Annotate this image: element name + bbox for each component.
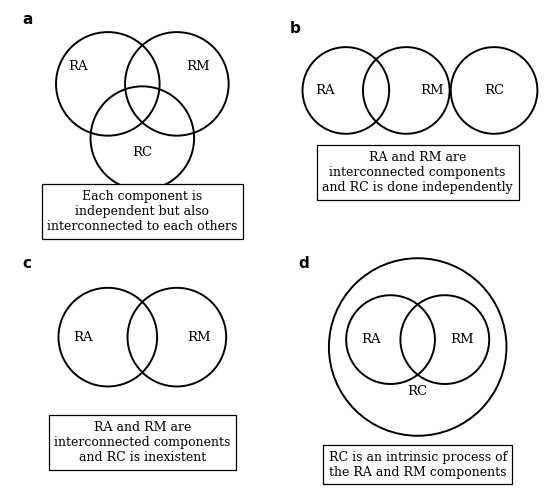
- Text: RA and RM are
interconnected components
and RC is done independently: RA and RM are interconnected components …: [323, 151, 513, 194]
- Text: RC: RC: [484, 84, 504, 97]
- Text: RA and RM are
interconnected components
and RC is inexistent: RA and RM are interconnected components …: [54, 421, 231, 464]
- Text: RA: RA: [361, 333, 381, 346]
- Text: RM: RM: [421, 84, 444, 97]
- Text: RA: RA: [73, 331, 93, 344]
- Text: RM: RM: [187, 331, 211, 344]
- Text: c: c: [23, 256, 32, 271]
- Text: RM: RM: [450, 333, 474, 346]
- Text: RC: RC: [408, 385, 428, 398]
- Text: RC is an intrinsic process of
the RA and RM components: RC is an intrinsic process of the RA and…: [329, 450, 507, 479]
- Text: RC: RC: [132, 147, 152, 159]
- Text: a: a: [23, 12, 33, 27]
- Text: RA: RA: [68, 60, 88, 73]
- Text: RA: RA: [315, 84, 335, 97]
- Text: Each component is
independent but also
interconnected to each others: Each component is independent but also i…: [47, 190, 237, 233]
- Text: RM: RM: [186, 60, 209, 73]
- Text: d: d: [298, 256, 309, 271]
- Text: b: b: [290, 21, 301, 36]
